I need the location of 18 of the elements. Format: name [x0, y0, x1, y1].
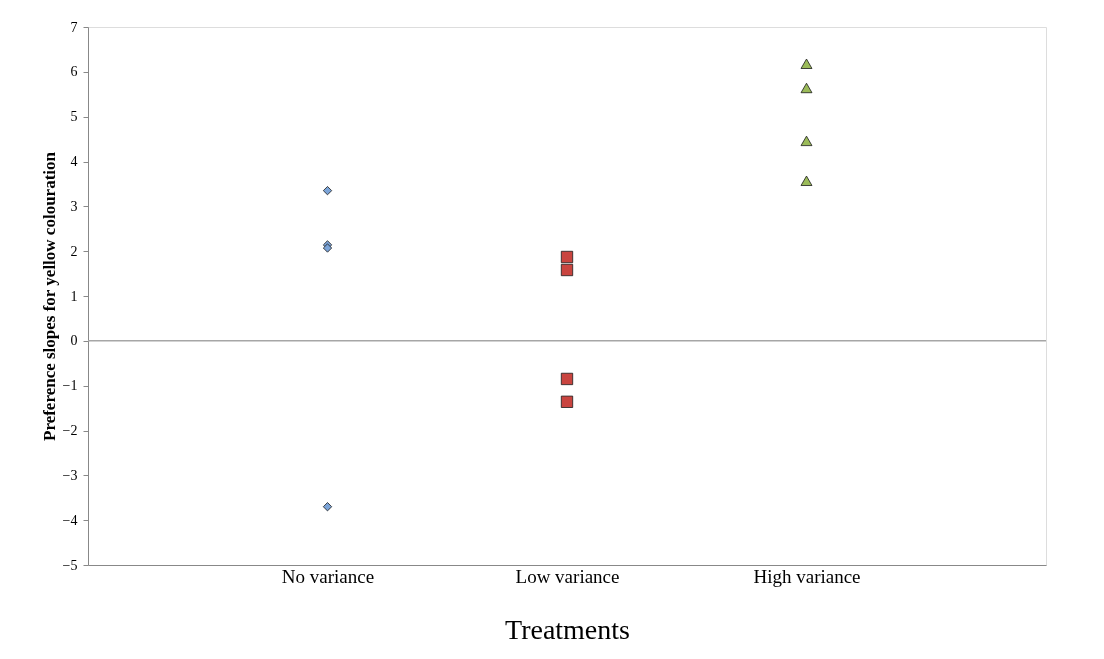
y-tick-label: 2: [70, 243, 78, 259]
x-tick-label: Low variance: [515, 565, 620, 587]
y-tick-label: −3: [62, 467, 78, 483]
x-tick-label: No variance: [281, 565, 375, 587]
x-tick-label: High variance: [753, 565, 861, 587]
y-tick-label: 3: [70, 198, 78, 214]
y-tick-label: −2: [62, 423, 78, 438]
y-tick-label: −1: [62, 378, 78, 394]
y-tick-label: −4: [62, 512, 78, 528]
y-tick-label: 7: [70, 19, 78, 35]
y-tick-label: 4: [70, 154, 78, 169]
y-tick-label: 0: [70, 333, 78, 349]
y-tick-label: 1: [70, 288, 78, 304]
y-tick-label: −5: [62, 557, 78, 573]
y-tick-label: 6: [70, 64, 78, 80]
y-tick-label: 5: [70, 109, 78, 125]
y-axis-title: Preference slopes for yellow colouration: [39, 151, 59, 441]
x-axis-title: Treatments: [505, 613, 630, 645]
